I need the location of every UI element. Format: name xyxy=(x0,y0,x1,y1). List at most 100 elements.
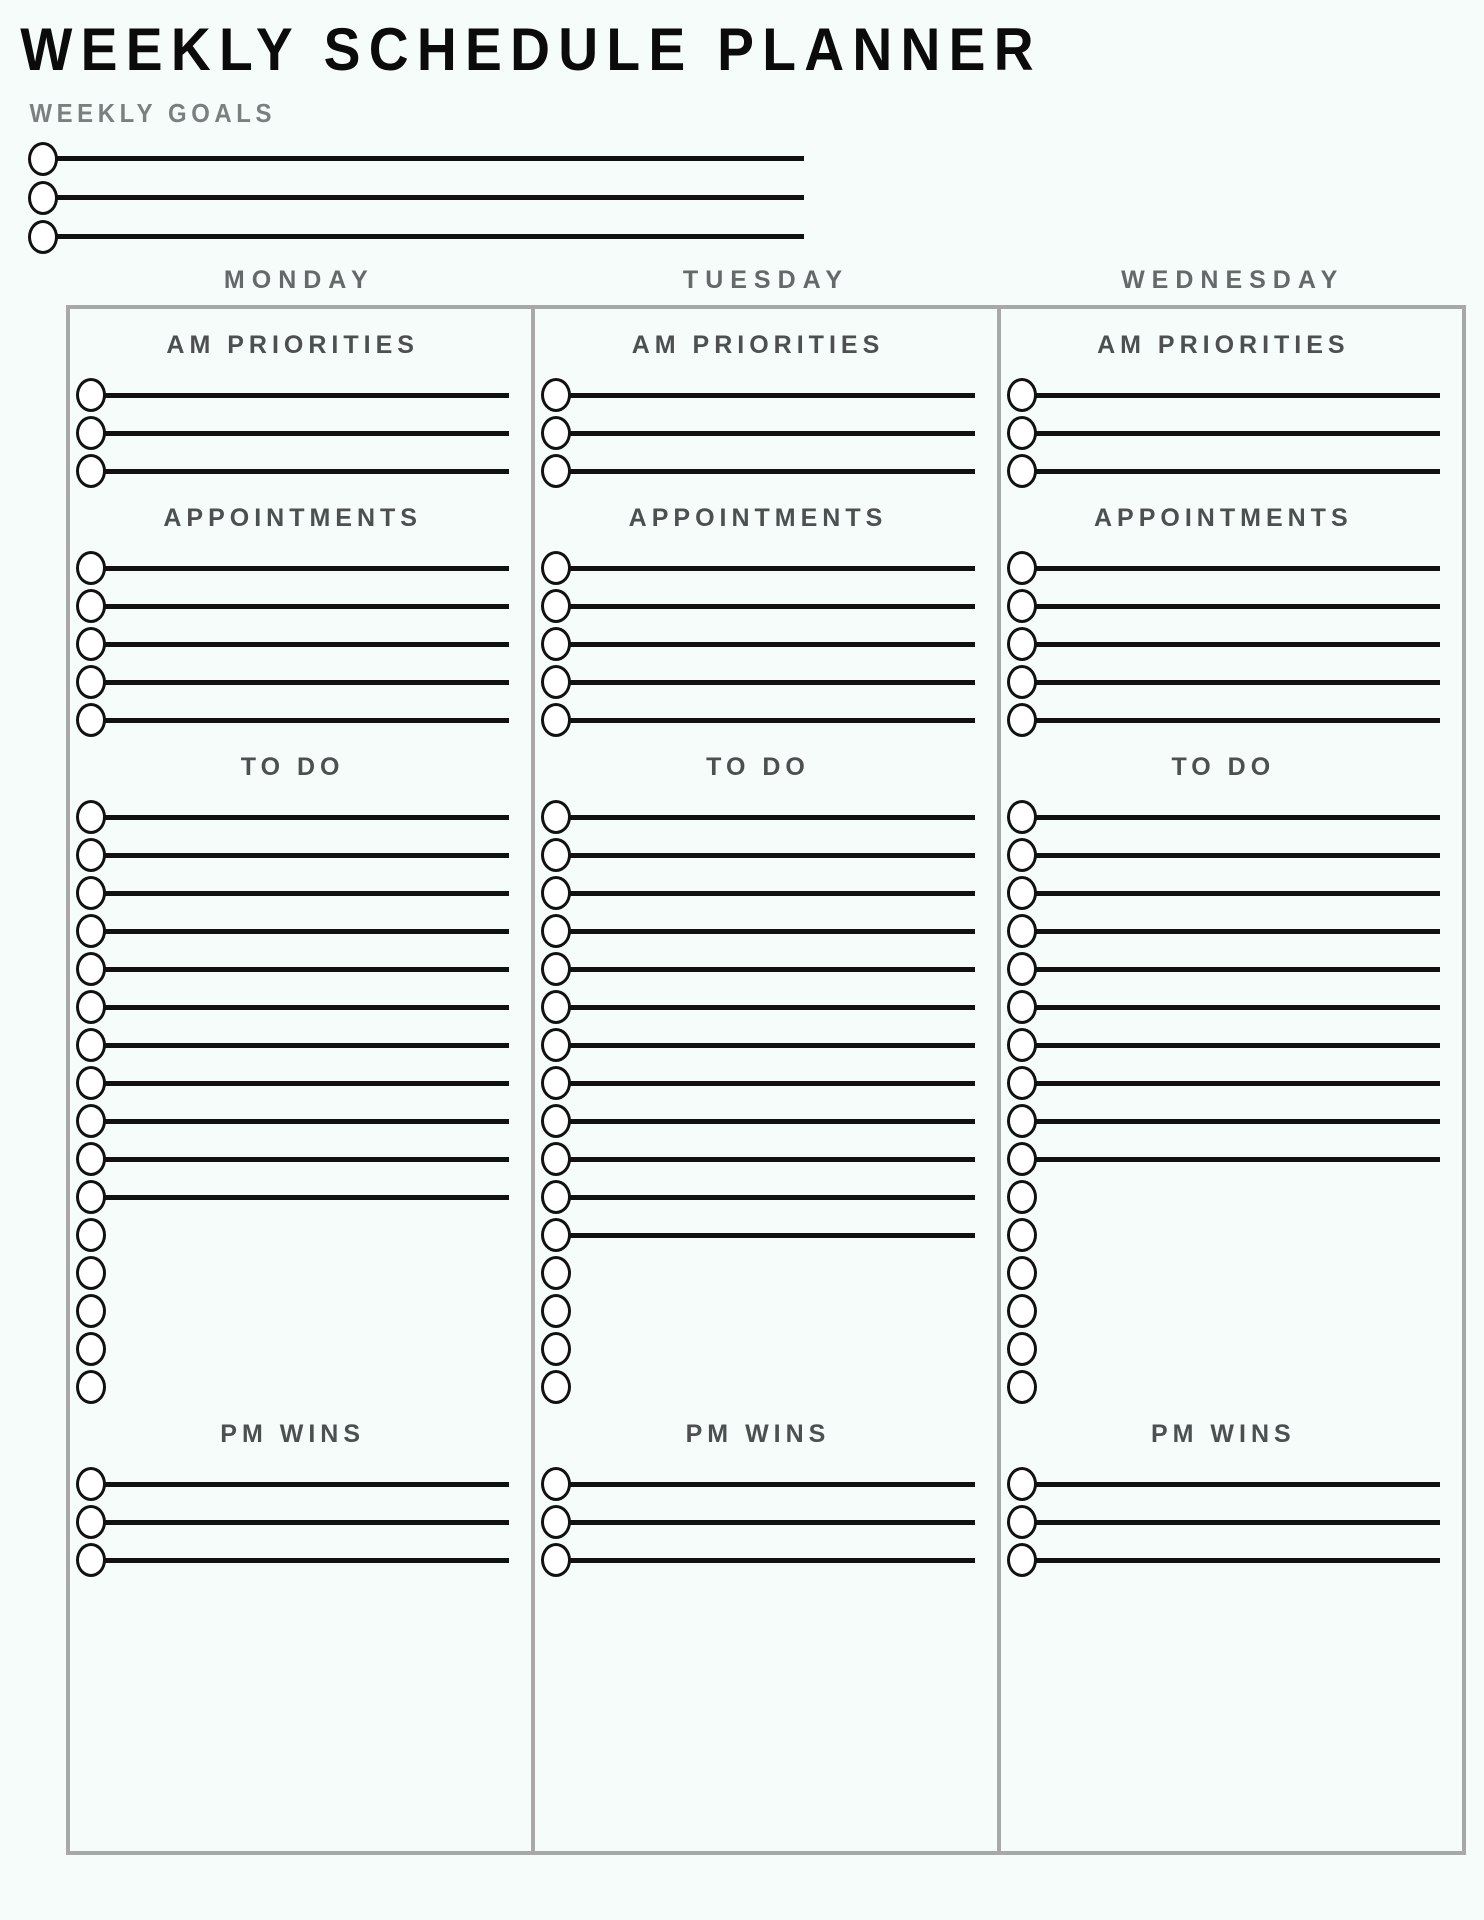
checkbox-circle-icon[interactable] xyxy=(1006,589,1037,623)
write-in-line[interactable] xyxy=(100,430,510,436)
checkbox-circle-icon[interactable] xyxy=(1006,703,1037,737)
write-in-line[interactable] xyxy=(565,679,975,685)
write-in-line[interactable] xyxy=(565,1156,975,1162)
write-in-line[interactable] xyxy=(565,468,975,474)
write-in-line[interactable] xyxy=(565,1042,975,1048)
checkbox-circle-icon[interactable] xyxy=(1006,551,1037,585)
to-do-row[interactable] xyxy=(541,798,975,836)
write-in-line[interactable] xyxy=(565,603,975,609)
to-do-row[interactable] xyxy=(76,1102,510,1140)
checkbox-circle-icon[interactable] xyxy=(541,1467,572,1501)
write-in-line[interactable] xyxy=(100,1080,510,1086)
checkbox-circle-icon[interactable] xyxy=(541,914,572,948)
checkbox-circle-icon[interactable] xyxy=(541,378,572,412)
checkbox-circle-icon[interactable] xyxy=(1006,378,1037,412)
checkbox-circle-icon[interactable] xyxy=(541,454,572,488)
am-priorities-row[interactable] xyxy=(1006,376,1440,414)
write-in-line[interactable] xyxy=(100,1042,510,1048)
write-in-line[interactable] xyxy=(565,890,975,896)
checkbox-circle-icon[interactable] xyxy=(76,1505,106,1539)
pm-wins-row[interactable] xyxy=(76,1541,510,1579)
to-do-row[interactable] xyxy=(541,1254,974,1292)
checkbox-circle-icon[interactable] xyxy=(76,1028,106,1062)
write-in-line[interactable] xyxy=(1030,717,1440,723)
checkbox-circle-icon[interactable] xyxy=(1006,1370,1037,1404)
checkbox-circle-icon[interactable] xyxy=(76,378,106,412)
write-in-line[interactable] xyxy=(100,392,510,398)
checkbox-circle-icon[interactable] xyxy=(541,703,572,737)
am-priorities-row[interactable] xyxy=(1006,414,1440,452)
appointments-row[interactable] xyxy=(541,701,975,739)
checkbox-circle-icon[interactable] xyxy=(76,589,106,623)
to-do-row[interactable] xyxy=(541,1368,974,1406)
to-do-row[interactable] xyxy=(541,912,975,950)
weekly-goal-row[interactable] xyxy=(28,139,1484,178)
checkbox-circle-icon[interactable] xyxy=(1006,1294,1037,1328)
checkbox-circle-icon[interactable] xyxy=(541,952,572,986)
checkbox-circle-icon[interactable] xyxy=(76,1370,106,1404)
to-do-row[interactable] xyxy=(1006,988,1440,1026)
write-in-line[interactable] xyxy=(565,928,975,934)
checkbox-circle-icon[interactable] xyxy=(541,800,572,834)
write-in-line[interactable] xyxy=(1030,1481,1440,1487)
checkbox-circle-icon[interactable] xyxy=(541,1066,572,1100)
write-in-line[interactable] xyxy=(565,1557,975,1563)
to-do-row[interactable] xyxy=(541,1026,975,1064)
write-in-line[interactable] xyxy=(52,195,804,200)
to-do-row[interactable] xyxy=(541,1292,974,1330)
write-in-line[interactable] xyxy=(100,966,510,972)
to-do-row[interactable] xyxy=(76,1064,510,1102)
write-in-line[interactable] xyxy=(565,1519,975,1525)
am-priorities-row[interactable] xyxy=(1006,452,1440,490)
checkbox-circle-icon[interactable] xyxy=(1006,1543,1037,1577)
checkbox-circle-icon[interactable] xyxy=(76,1543,106,1577)
write-in-line[interactable] xyxy=(100,928,510,934)
write-in-line[interactable] xyxy=(1030,966,1440,972)
to-do-row[interactable] xyxy=(1006,836,1440,874)
to-do-row[interactable] xyxy=(76,1026,510,1064)
checkbox-circle-icon[interactable] xyxy=(541,665,572,699)
checkbox-circle-icon[interactable] xyxy=(1006,1066,1037,1100)
to-do-row[interactable] xyxy=(541,950,975,988)
appointments-row[interactable] xyxy=(1006,701,1440,739)
to-do-row[interactable] xyxy=(76,1254,509,1292)
checkbox-circle-icon[interactable] xyxy=(1006,627,1037,661)
write-in-line[interactable] xyxy=(1030,641,1440,647)
checkbox-circle-icon[interactable] xyxy=(541,1180,572,1214)
pm-wins-row[interactable] xyxy=(1006,1541,1440,1579)
write-in-line[interactable] xyxy=(1030,1156,1440,1162)
checkbox-circle-icon[interactable] xyxy=(1006,665,1037,699)
to-do-row[interactable] xyxy=(1006,1178,1440,1216)
checkbox-circle-icon[interactable] xyxy=(76,838,106,872)
write-in-line[interactable] xyxy=(565,641,975,647)
write-in-line[interactable] xyxy=(100,1519,510,1525)
to-do-row[interactable] xyxy=(541,988,975,1026)
to-do-row[interactable] xyxy=(1006,1254,1440,1292)
appointments-row[interactable] xyxy=(76,701,510,739)
write-in-line[interactable] xyxy=(100,641,510,647)
write-in-line[interactable] xyxy=(565,430,975,436)
weekly-goal-row[interactable] xyxy=(28,217,1484,256)
pm-wins-row[interactable] xyxy=(541,1465,975,1503)
to-do-row[interactable] xyxy=(76,988,510,1026)
write-in-line[interactable] xyxy=(52,234,804,239)
to-do-row[interactable] xyxy=(76,1292,509,1330)
write-in-line[interactable] xyxy=(1030,468,1440,474)
write-in-line[interactable] xyxy=(565,1232,975,1238)
write-in-line[interactable] xyxy=(1030,852,1440,858)
checkbox-circle-icon[interactable] xyxy=(541,1543,572,1577)
appointments-row[interactable] xyxy=(76,663,510,701)
to-do-row[interactable] xyxy=(1006,1330,1440,1368)
to-do-row[interactable] xyxy=(541,1064,975,1102)
to-do-row[interactable] xyxy=(76,874,510,912)
write-in-line[interactable] xyxy=(1030,1080,1440,1086)
write-in-line[interactable] xyxy=(1030,1557,1440,1563)
to-do-row[interactable] xyxy=(76,1216,509,1254)
write-in-line[interactable] xyxy=(100,717,510,723)
checkbox-circle-icon[interactable] xyxy=(76,914,106,948)
checkbox-circle-icon[interactable] xyxy=(541,589,572,623)
write-in-line[interactable] xyxy=(1030,1004,1440,1010)
checkbox-circle-icon[interactable] xyxy=(76,1467,106,1501)
write-in-line[interactable] xyxy=(565,1080,975,1086)
write-in-line[interactable] xyxy=(100,852,510,858)
